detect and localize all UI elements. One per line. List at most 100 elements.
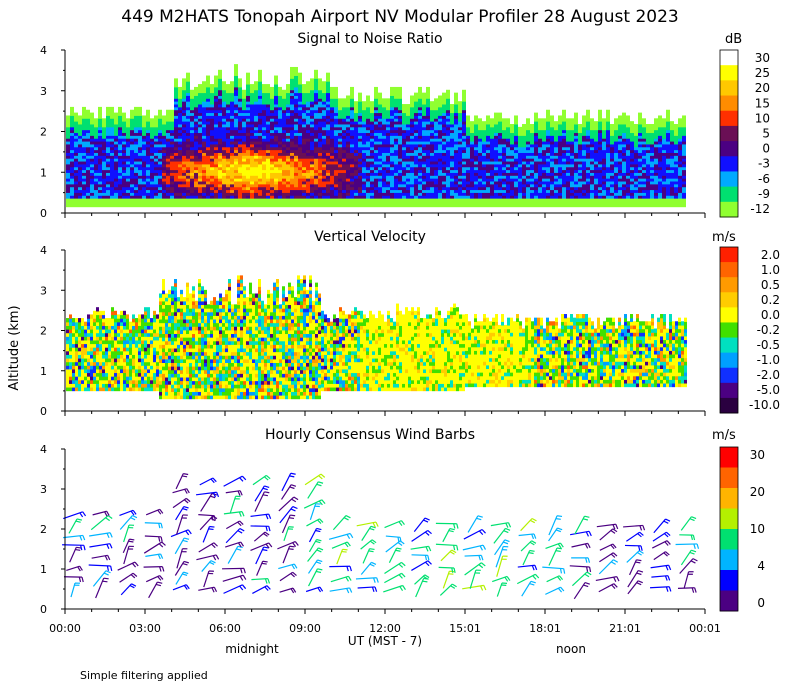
snr-cell bbox=[262, 146, 266, 151]
snr-cell bbox=[294, 75, 298, 79]
snr-cell bbox=[342, 198, 346, 202]
snr-cell bbox=[518, 186, 522, 191]
snr-cell bbox=[534, 112, 538, 116]
snr-cell bbox=[454, 192, 458, 196]
snr-cell bbox=[262, 143, 266, 148]
snr-cell bbox=[346, 126, 350, 131]
snr-cell bbox=[178, 181, 182, 185]
snr-cell bbox=[318, 198, 322, 202]
snr-cell bbox=[586, 118, 590, 122]
snr-cell bbox=[590, 183, 594, 188]
snr-cell bbox=[278, 192, 282, 196]
snr-cell bbox=[506, 178, 510, 182]
snr-cell bbox=[170, 175, 174, 179]
snr-cell bbox=[570, 175, 574, 179]
snr-cell bbox=[242, 98, 246, 102]
snr-cell bbox=[206, 178, 210, 182]
snr-cell bbox=[258, 101, 262, 105]
snr-cell bbox=[542, 183, 546, 188]
snr-cell bbox=[462, 152, 466, 156]
snr-cell bbox=[206, 112, 210, 116]
snr-cell bbox=[590, 158, 594, 162]
snr-cell bbox=[342, 121, 346, 125]
snr-cell bbox=[438, 203, 442, 208]
snr-cell bbox=[378, 132, 382, 136]
snr-cell bbox=[146, 169, 150, 173]
snr-cell bbox=[494, 198, 498, 202]
snr-cell bbox=[378, 203, 382, 208]
snr-cell bbox=[146, 166, 150, 171]
snr-cell bbox=[66, 155, 70, 159]
snr-cell bbox=[586, 189, 590, 193]
snr-cell bbox=[314, 72, 318, 76]
snr-cell bbox=[286, 138, 290, 142]
snr-cell bbox=[274, 104, 278, 108]
snr-cell bbox=[198, 141, 202, 145]
snr-cell bbox=[206, 163, 210, 168]
snr-cell bbox=[290, 192, 294, 196]
snr-cell bbox=[582, 146, 586, 151]
snr-cell bbox=[278, 98, 282, 102]
snr-cell bbox=[194, 189, 198, 193]
snr-cell bbox=[494, 126, 498, 131]
snr-cell bbox=[426, 181, 430, 185]
snr-cell bbox=[102, 158, 106, 162]
snr-cell bbox=[254, 166, 258, 171]
snr-cell bbox=[358, 195, 362, 199]
snr-cell bbox=[414, 203, 418, 208]
snr-cell bbox=[338, 126, 342, 131]
snr-cell bbox=[210, 178, 214, 182]
snr-cell bbox=[430, 126, 434, 131]
snr-cell bbox=[458, 198, 462, 202]
snr-cell bbox=[522, 195, 526, 199]
snr-cell bbox=[426, 203, 430, 208]
snr-cell bbox=[398, 169, 402, 173]
snr-cell bbox=[290, 66, 294, 71]
snr-cell bbox=[234, 69, 238, 74]
snr-cell bbox=[558, 186, 562, 191]
snr-cell bbox=[186, 135, 190, 139]
snr-cell bbox=[230, 121, 234, 125]
snr-cell bbox=[462, 109, 466, 114]
snr-cell bbox=[514, 121, 518, 125]
snr-cell bbox=[570, 124, 574, 128]
snr-cell bbox=[74, 175, 78, 179]
snr-cell bbox=[398, 152, 402, 156]
snr-cell bbox=[314, 78, 318, 82]
snr-cell bbox=[254, 112, 258, 116]
snr-cell bbox=[106, 178, 110, 182]
snr-cell bbox=[590, 146, 594, 151]
snr-cell bbox=[242, 172, 246, 176]
snr-cell bbox=[442, 152, 446, 156]
snr-cell bbox=[434, 161, 438, 165]
snr-cell bbox=[274, 169, 278, 173]
snr-cell bbox=[86, 109, 90, 114]
snr-cell bbox=[254, 203, 258, 208]
snr-cell bbox=[358, 121, 362, 125]
snr-cell bbox=[314, 143, 318, 148]
snr-cell bbox=[526, 149, 530, 153]
snr-cell bbox=[186, 121, 190, 125]
snr-cell bbox=[518, 198, 522, 202]
snr-cell bbox=[366, 192, 370, 196]
snr-cell bbox=[366, 101, 370, 105]
snr-cell bbox=[246, 124, 250, 128]
snr-cell bbox=[262, 189, 266, 193]
snr-cell bbox=[150, 129, 154, 134]
snr-cell bbox=[394, 149, 398, 153]
snr-cell bbox=[330, 155, 334, 159]
snr-cell bbox=[334, 201, 338, 205]
snr-cell bbox=[126, 146, 130, 151]
snr-cell bbox=[406, 118, 410, 122]
snr-cell bbox=[278, 189, 282, 193]
snr-cell bbox=[130, 121, 134, 125]
snr-cell bbox=[490, 132, 494, 136]
snr-cell bbox=[66, 126, 70, 131]
snr-cell bbox=[298, 132, 302, 136]
snr-cell bbox=[414, 166, 418, 171]
snr-cell bbox=[538, 186, 542, 191]
snr-cell bbox=[454, 101, 458, 105]
snr-cell bbox=[262, 163, 266, 168]
snr-cell bbox=[586, 175, 590, 179]
snr-cell bbox=[194, 195, 198, 199]
